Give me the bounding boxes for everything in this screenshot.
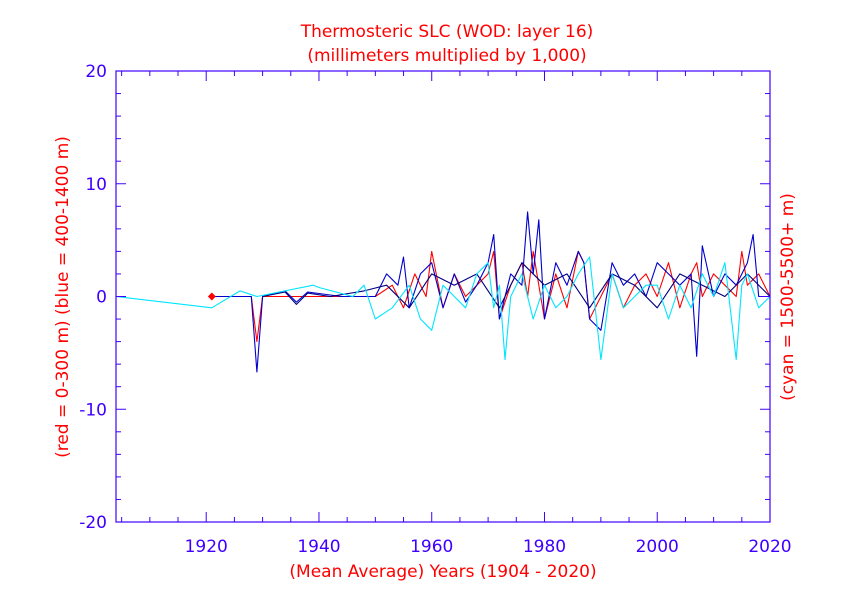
ticks-layer xyxy=(116,70,771,523)
series-line-1 xyxy=(211,211,770,373)
series-line-3 xyxy=(115,256,771,361)
y-tick-label: -10 xyxy=(79,400,107,420)
x-axis-label: (Mean Average) Years (1904 - 2020) xyxy=(289,562,596,582)
chart-subtitle: (millimeters multiplied by 1,000) xyxy=(307,46,586,66)
y-axis-label-left: (red = 0-300 m) (blue = 400-1400 m) xyxy=(53,136,73,458)
x-tick-label: 2000 xyxy=(636,537,679,557)
series-layer xyxy=(115,211,771,373)
series-line-2 xyxy=(262,262,771,309)
plot-frame xyxy=(115,70,771,523)
x-tick-labels: 1920 1940 1960 1980 2000 2020 xyxy=(185,537,792,557)
x-tick-label: 1920 xyxy=(185,537,228,557)
x-tick-label: 2020 xyxy=(748,537,791,557)
marker-layer xyxy=(207,292,216,301)
y-tick-label: 0 xyxy=(96,288,107,308)
chart-title: Thermosteric SLC (WOD: layer 16) xyxy=(300,22,594,42)
x-tick-label: 1980 xyxy=(523,537,566,557)
y-axis-label-right: (cyan = 1500-5500+ m) xyxy=(778,193,798,401)
marker-0 xyxy=(207,292,216,301)
y-tick-label: -20 xyxy=(79,513,107,533)
y-tick-label: 10 xyxy=(85,175,107,195)
x-tick-label: 1960 xyxy=(410,537,453,557)
y-tick-label: 20 xyxy=(85,62,107,82)
series-line-0 xyxy=(211,250,771,343)
x-tick-label: 1940 xyxy=(297,537,340,557)
y-tick-labels: -20 -10 0 10 20 xyxy=(79,62,107,533)
